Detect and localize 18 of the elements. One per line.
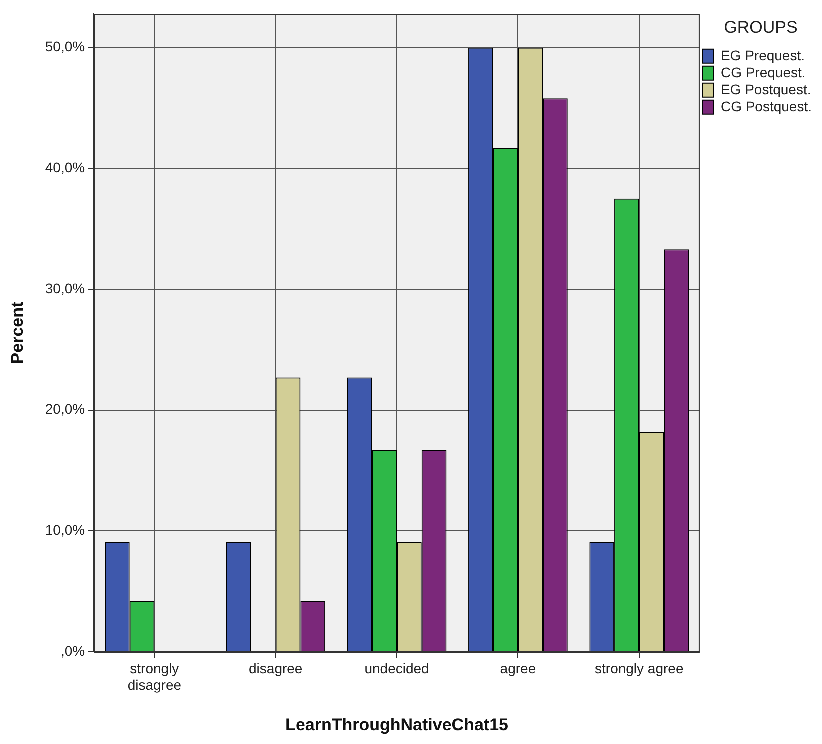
x-tick-label: strongly disagree [128,660,182,694]
y-tick-label: 40,0% [45,160,86,176]
x-tick-label: disagree [249,660,303,676]
y-tick-label: 10,0% [45,522,86,538]
x-tick-label: undecided [364,660,430,676]
y-tick-label: 30,0% [45,280,86,296]
legend-title: GROUPS [724,18,798,38]
y-axis-title: Percent [8,301,27,364]
x-tick-label: agree [500,660,536,676]
x-axis-title: LearnThroughNativeChat15 [286,715,508,734]
y-tick-label: ,0% [60,642,86,659]
legend-label: EG Postquest. [720,81,812,98]
y-tick-label: 20,0% [45,401,86,418]
x-tick-label: strongly agree [595,660,684,676]
legend-label: CG Prequest. [720,64,806,80]
legend-label: CG Postquest. [720,98,812,114]
legend-label: EG Prequest. [720,47,806,64]
y-tick-label: 50,0% [45,38,86,55]
